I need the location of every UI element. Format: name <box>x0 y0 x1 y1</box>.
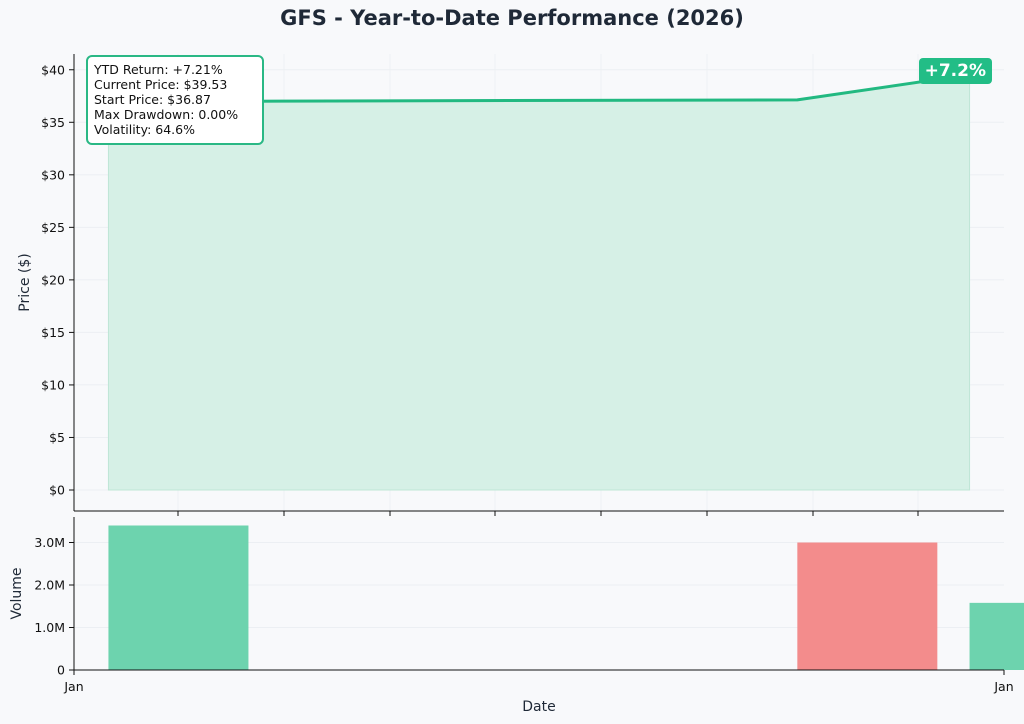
price-y-tick-label: $20 <box>41 272 65 287</box>
price-y-tick-label: $10 <box>41 377 65 392</box>
chart-title: GFS - Year-to-Date Performance (2026) <box>280 6 744 30</box>
current-price-text: Current Price: $39.53 <box>94 77 228 92</box>
stats-box: YTD Return: +7.21% Current Price: $39.53… <box>86 55 264 145</box>
price-y-tick-label: $5 <box>49 430 65 445</box>
volatility-text: Volatility: 64.6% <box>94 122 195 137</box>
date-tick-label: Jan <box>993 679 1013 694</box>
date-tick-label: Jan <box>63 679 83 694</box>
price-y-tick-label: $15 <box>41 325 65 340</box>
start-price-text: Start Price: $36.87 <box>94 92 211 107</box>
volume-y-tick-label: 2.0M <box>34 578 65 593</box>
price-y-tick-label: $30 <box>41 167 65 182</box>
volume-y-tick-label: 3.0M <box>34 535 65 550</box>
price-y-tick-label: $40 <box>41 62 65 77</box>
price-y-axis-label: Price ($) <box>17 253 33 311</box>
volume-y-axis-label: Volume <box>9 567 25 619</box>
volume-y-tick-label: 1.0M <box>34 620 65 635</box>
volume-y-tick-label: 0 <box>57 663 65 678</box>
ytd-return-text: YTD Return: +7.21% <box>94 62 223 77</box>
volume-bar <box>797 542 938 670</box>
volume-bar <box>969 602 1024 670</box>
volume-bar <box>108 525 249 670</box>
return-badge: +7.2% <box>918 58 992 84</box>
price-y-tick-label: $25 <box>41 220 65 235</box>
date-axis-label: Date <box>522 699 555 715</box>
price-y-tick-label: $35 <box>41 115 65 130</box>
price-y-tick-label: $0 <box>49 482 65 497</box>
max-drawdown-text: Max Drawdown: 0.00% <box>94 107 239 122</box>
